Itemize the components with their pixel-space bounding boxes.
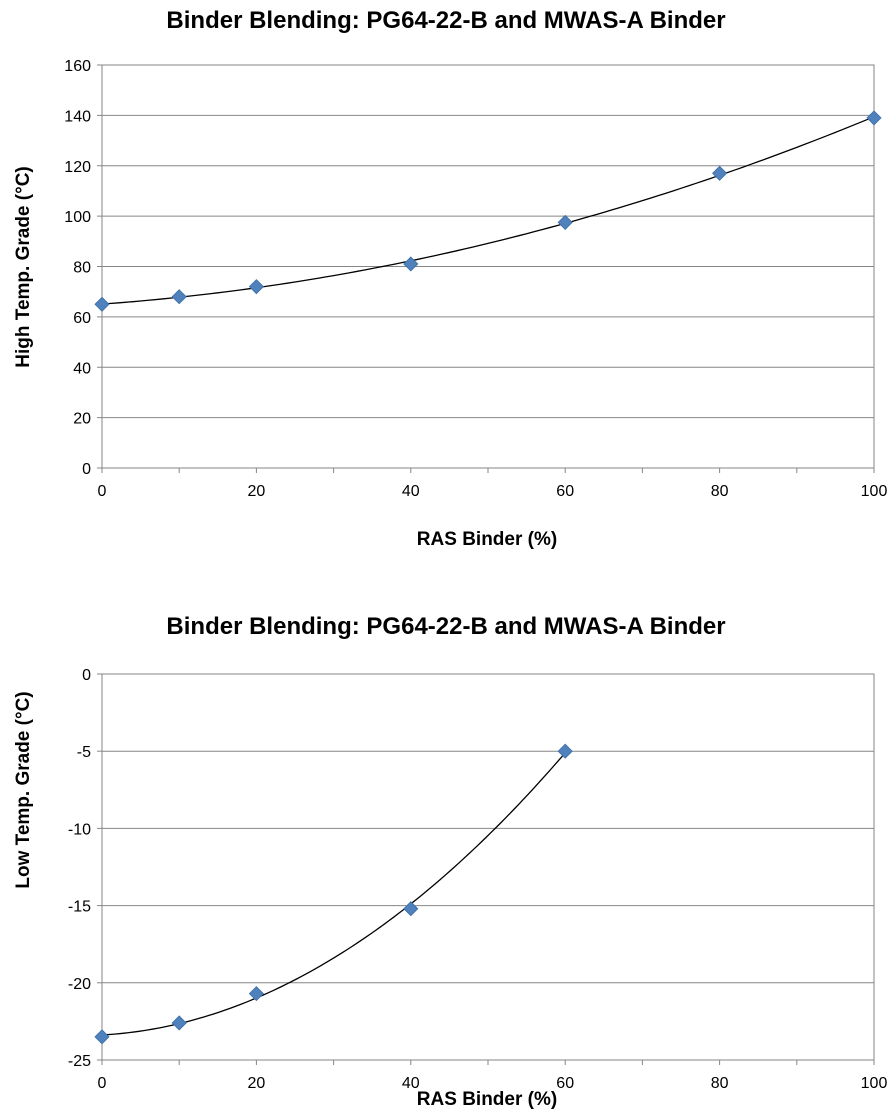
y-tick-label: 0 [82,667,91,684]
data-point [557,214,573,230]
data-point [171,1015,187,1031]
data-points [94,110,882,312]
y-axis-label: High Temp. Grade (°C) [13,166,34,367]
axes [97,673,875,1065]
y-tick-label: 60 [73,310,91,327]
y-tick-labels: 0 20 40 60 80 100 120 140 160 [64,58,91,478]
trendline [101,752,566,1036]
gridlines [102,673,874,1061]
y-tick-label: -10 [68,821,91,838]
x-axis-label: RAS Binder (%) [417,1089,557,1110]
data-points [94,743,573,1045]
x-tick-label: 40 [402,1075,420,1092]
data-point [557,743,573,759]
data-point [171,289,187,305]
x-tick-label: 100 [861,483,888,500]
y-tick-label: 100 [64,209,91,226]
x-tick-label: 20 [248,483,266,500]
y-tick-label: 140 [64,108,91,125]
data-point [712,165,728,181]
y-tick-label: -5 [77,744,91,761]
x-tick-label: 80 [711,1075,729,1092]
data-point [94,296,110,312]
chart-title: Binder Blending: PG64-22-B and MWAS-A Bi… [166,7,725,34]
x-tick-label: 20 [248,1075,266,1092]
y-tick-label: 0 [82,461,91,478]
x-tick-label: 60 [556,1075,574,1092]
y-tick-label: -15 [68,899,91,916]
x-tick-label: 0 [98,1075,107,1092]
data-point [866,110,882,126]
x-tick-label: 60 [556,483,574,500]
data-point [248,986,264,1002]
y-tick-labels: -25 -20 -15 -10 -5 0 [68,667,91,1070]
data-point [248,279,264,295]
high-temp-chart-svg: Binder Blending: PG64-22-B and MWAS-A Bi… [13,7,888,550]
x-axis-label: RAS Binder (%) [417,529,557,550]
data-point [94,1029,110,1045]
plot-area [101,673,875,1061]
trendline [101,116,875,305]
y-axis-label: Low Temp. Grade (°C) [13,691,34,888]
x-tick-label: 80 [711,483,729,500]
y-tick-label: 80 [73,260,91,277]
y-tick-label: 40 [73,360,91,377]
x-tick-label: 40 [402,483,420,500]
y-tick-label: 120 [64,159,91,176]
x-tick-label: 0 [98,483,107,500]
data-point [403,901,419,917]
data-point [403,256,419,272]
chart-title: Binder Blending: PG64-22-B and MWAS-A Bi… [166,613,725,640]
low-temp-chart-svg: Binder Blending: PG64-22-B and MWAS-A Bi… [13,613,888,1110]
y-tick-label: 160 [64,58,91,75]
y-tick-label: -20 [68,976,91,993]
high-temp-chart: Binder Blending: PG64-22-B and MWAS-A Bi… [13,7,888,550]
y-tick-label: -25 [68,1053,91,1070]
axes [97,64,875,473]
low-temp-chart: Binder Blending: PG64-22-B and MWAS-A Bi… [0,560,893,1120]
x-tick-labels: 0 20 40 60 80 100 [98,1075,888,1092]
gridlines [102,64,874,469]
y-tick-label: 20 [73,411,91,428]
x-tick-label: 100 [861,1075,888,1092]
x-tick-labels: 0 20 40 60 80 100 [98,483,888,500]
